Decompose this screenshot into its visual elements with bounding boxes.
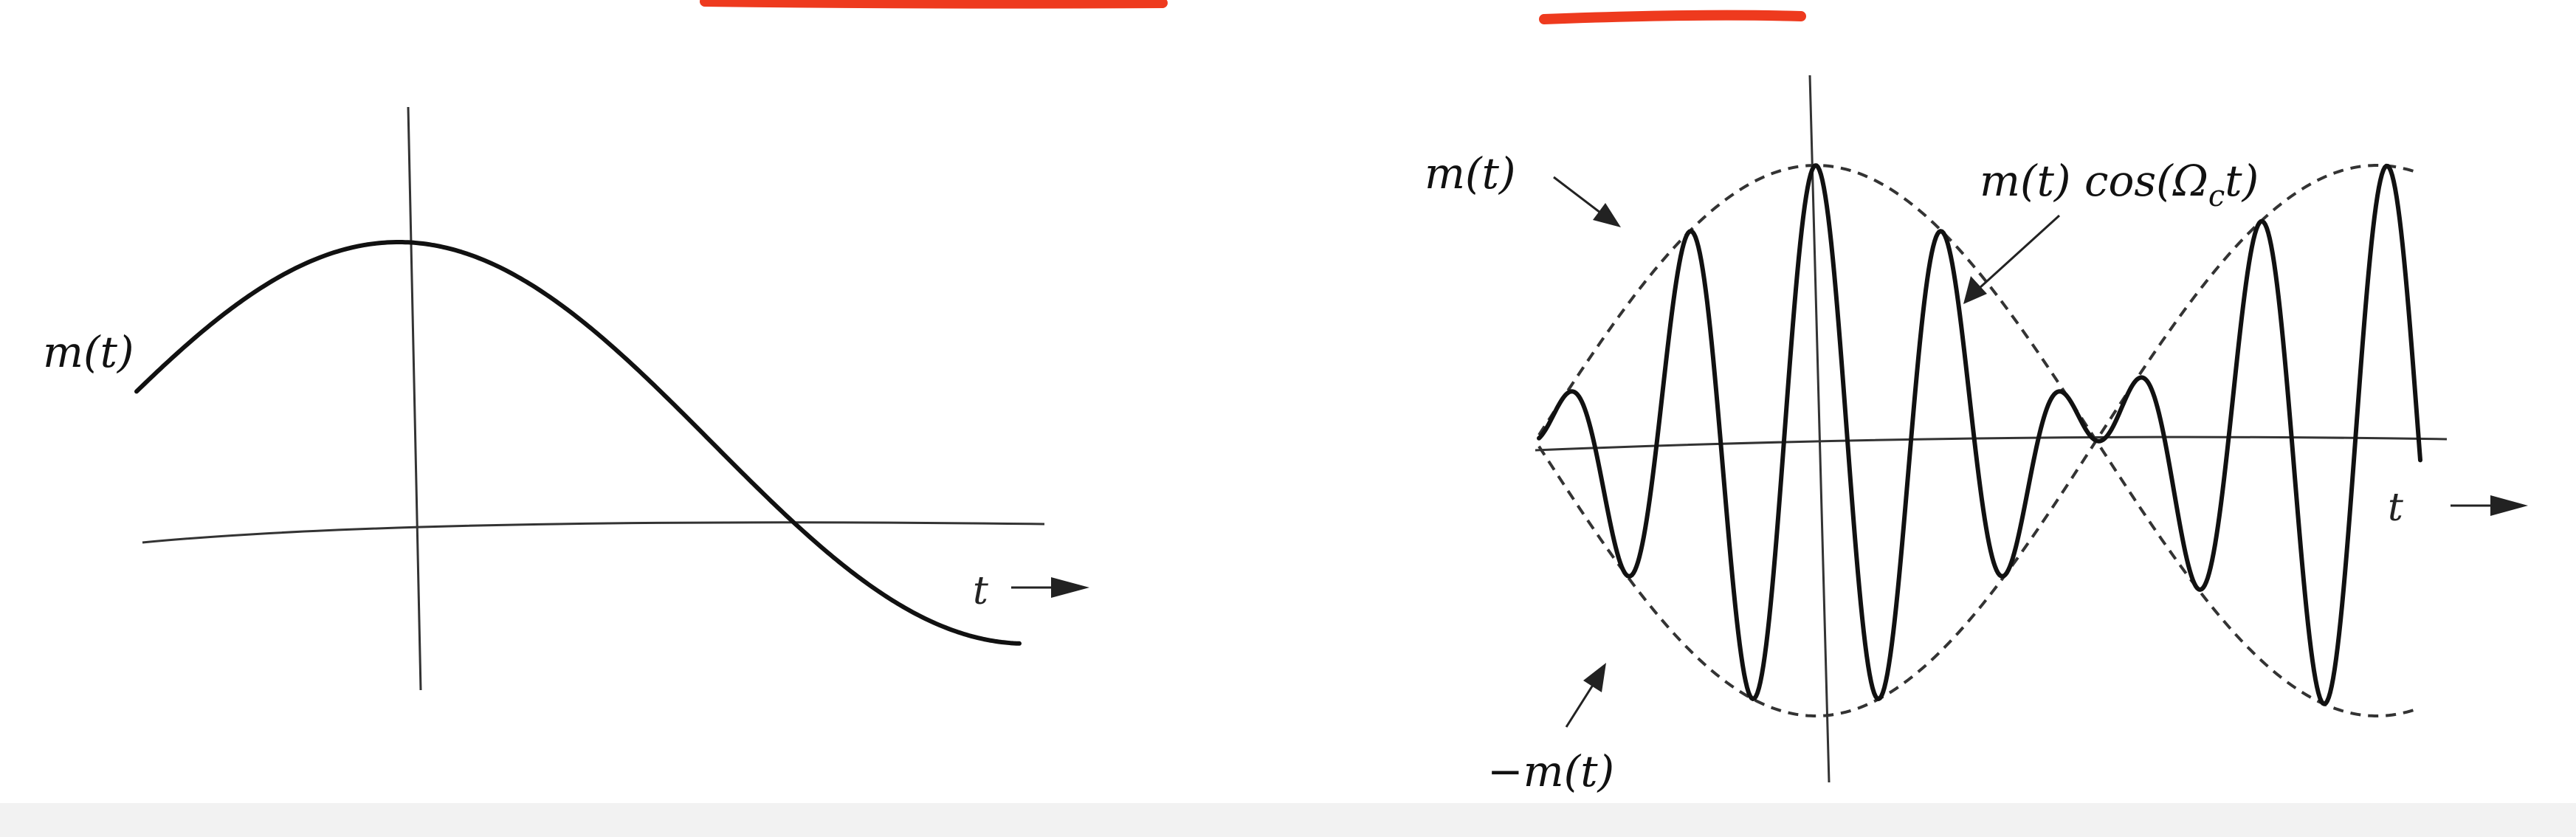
modulated-pointer [1963, 214, 2061, 304]
upper-envelope-label: m(t) [1425, 148, 1516, 199]
right-axis-label: t [2388, 486, 2403, 530]
left-x-axis [142, 521, 1045, 544]
right-plot: m(t) −m(t) m(t) cos(Ωct) t [1425, 75, 2528, 796]
lower-envelope-pointer [1565, 663, 1606, 728]
right-y-axis [1808, 75, 1831, 783]
modulated-label-subscript: c [2208, 179, 2225, 213]
modulated-carrier-curve [1537, 163, 2422, 706]
left-message-curve [134, 240, 1022, 646]
upper-envelope [1537, 164, 2420, 717]
lower-envelope-label: −m(t) [1487, 746, 1614, 796]
modulated-label: m(t) cos(Ωct) [1980, 156, 2259, 213]
upper-envelope-pointer [1553, 176, 1621, 227]
highlight-mark-left [700, 0, 1168, 9]
left-curve-label: m(t) [43, 327, 134, 377]
left-axis-label: t [973, 569, 988, 613]
left-y-axis [407, 106, 422, 691]
left-plot: m(t) t [43, 106, 1089, 691]
modulated-label-main: m(t) cos(Ω [1980, 156, 2208, 206]
modulated-label-tail: t) [2225, 156, 2259, 206]
left-axis-arrow [1011, 577, 1089, 598]
right-x-axis [1535, 435, 2448, 452]
highlight-mark-right [1539, 10, 1806, 24]
bottom-bar [0, 803, 2576, 837]
lower-envelope [1537, 164, 2420, 717]
right-axis-arrow [2451, 495, 2528, 516]
